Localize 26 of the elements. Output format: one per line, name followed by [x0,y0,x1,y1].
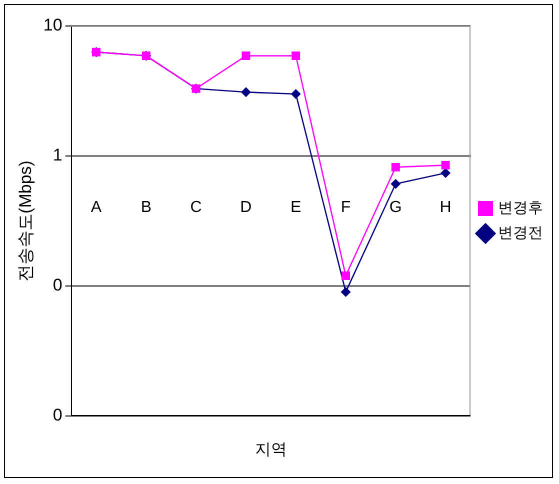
point [292,52,300,60]
point [440,168,451,178]
y-tick-label: 0 [52,276,62,295]
point [340,286,351,297]
point [240,87,251,98]
x-axis-title: 지역 [254,441,287,458]
x-tick-label: B [140,199,152,216]
point [390,178,401,189]
y-tick-label: 10 [43,16,62,35]
x-tick-label: H [440,199,452,216]
legend-label: 변경전 [498,224,543,242]
point [391,162,400,172]
y-tick-label: 1 [52,146,62,165]
x-tick-label: E [290,199,302,216]
point [242,52,250,60]
legend-label: 변경후 [498,200,543,217]
y-tick-label: 0 [52,406,62,425]
x-tick-label: F [340,199,351,216]
x-tick-label: A [90,199,102,216]
x-tick-label: G [389,199,402,216]
x-tick-label: D [240,199,252,216]
point [441,160,450,170]
point [342,271,350,280]
x-tick-label: C [190,199,202,216]
y-axis-title: 전송속도(Mbps) [16,160,35,282]
point [290,88,301,99]
